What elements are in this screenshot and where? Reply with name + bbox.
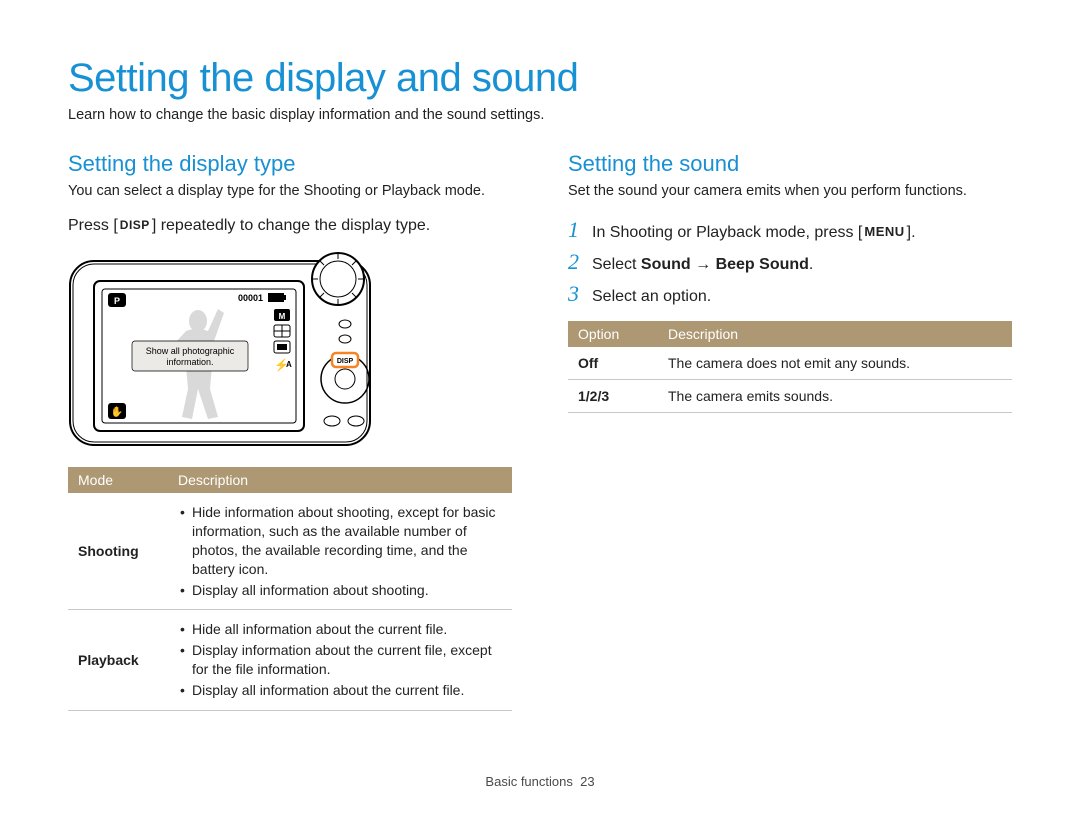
bold-sound: Sound (641, 256, 691, 273)
table-sound-options: Option Description Off The camera does n… (568, 321, 1012, 413)
mode-shooting: Shooting (68, 493, 168, 610)
step-text: In Shooting or Playback mode, press [ (592, 224, 862, 241)
menu-label: MENU (862, 224, 906, 239)
list-item: Display all information about shooting. (178, 581, 502, 600)
page-intro: Learn how to change the basic display in… (68, 107, 1012, 123)
svg-text:P: P (114, 296, 120, 306)
heading-sound: Setting the sound (568, 151, 1012, 177)
heading-display-type: Setting the display type (68, 151, 512, 177)
svg-text:✋: ✋ (111, 405, 123, 418)
page-footer: Basic functions 23 (0, 774, 1080, 789)
footer-section: Basic functions (485, 774, 572, 789)
counter-text: 00001 (238, 293, 263, 303)
desc-playback: Hide all information about the current f… (168, 610, 512, 711)
step-2: 2 Select Sound → Beep Sound. (568, 249, 1012, 275)
desc-123: The camera emits sounds. (658, 380, 1012, 413)
camera-svg: P 00001 M ⚡ A ✋ S (68, 249, 378, 449)
intro-sound: Set the sound your camera emits when you… (568, 183, 1012, 199)
list-item: Display information about the current fi… (178, 641, 502, 679)
intro-display-type: You can select a display type for the Sh… (68, 183, 512, 199)
footer-page: 23 (580, 774, 594, 789)
tooltip-l1: Show all photographic (146, 346, 235, 356)
page-title: Setting the display and sound (68, 56, 1012, 101)
svg-text:DISP: DISP (337, 358, 354, 365)
list-item: Hide all information about the current f… (178, 620, 502, 639)
svg-text:M: M (279, 312, 286, 321)
tooltip-l2: information. (166, 357, 213, 367)
step-number: 1 (568, 217, 592, 243)
step-number: 2 (568, 249, 592, 275)
mode-playback: Playback (68, 610, 168, 711)
content-columns: Setting the display type You can select … (68, 151, 1012, 711)
column-sound: Setting the sound Set the sound your cam… (568, 151, 1012, 711)
step-text: . (809, 256, 813, 273)
steps-list: 1 In Shooting or Playback mode, press [M… (568, 217, 1012, 307)
table-row: Shooting Hide information about shooting… (68, 493, 512, 610)
table-row: Playback Hide all information about the … (68, 610, 512, 711)
arrow-icon: → (691, 256, 716, 273)
option-123: 1/2/3 (568, 380, 658, 413)
desc-shooting: Hide information about shooting, except … (168, 493, 512, 610)
column-display-type: Setting the display type You can select … (68, 151, 512, 711)
th-mode: Mode (68, 467, 168, 493)
table-row: Off The camera does not emit any sounds. (568, 347, 1012, 380)
step-3: 3 Select an option. (568, 281, 1012, 307)
instruction-disp: Press [DISP] repeatedly to change the di… (68, 217, 512, 235)
th-description: Description (658, 321, 1012, 347)
step-text: ]. (907, 224, 916, 241)
list-item: Display all information about the curren… (178, 681, 502, 700)
svg-text:A: A (286, 360, 292, 369)
step-1: 1 In Shooting or Playback mode, press [M… (568, 217, 1012, 243)
option-off: Off (568, 347, 658, 380)
disp-label: DISP (118, 218, 152, 232)
step-text: Select an option. (592, 288, 711, 306)
list-item: Hide information about shooting, except … (178, 503, 502, 579)
step-text: Select (592, 256, 641, 273)
desc-off: The camera does not emit any sounds. (658, 347, 1012, 380)
camera-illustration: P 00001 M ⚡ A ✋ S (68, 249, 378, 449)
step-number: 3 (568, 281, 592, 307)
th-description: Description (168, 467, 512, 493)
table-row: 1/2/3 The camera emits sounds. (568, 380, 1012, 413)
instruction-pre: Press [ (68, 217, 118, 234)
instruction-post: ] repeatedly to change the display type. (152, 217, 430, 234)
table-display-modes: Mode Description Shooting Hide informati… (68, 467, 512, 711)
bold-beep: Beep Sound (716, 256, 809, 273)
th-option: Option (568, 321, 658, 347)
